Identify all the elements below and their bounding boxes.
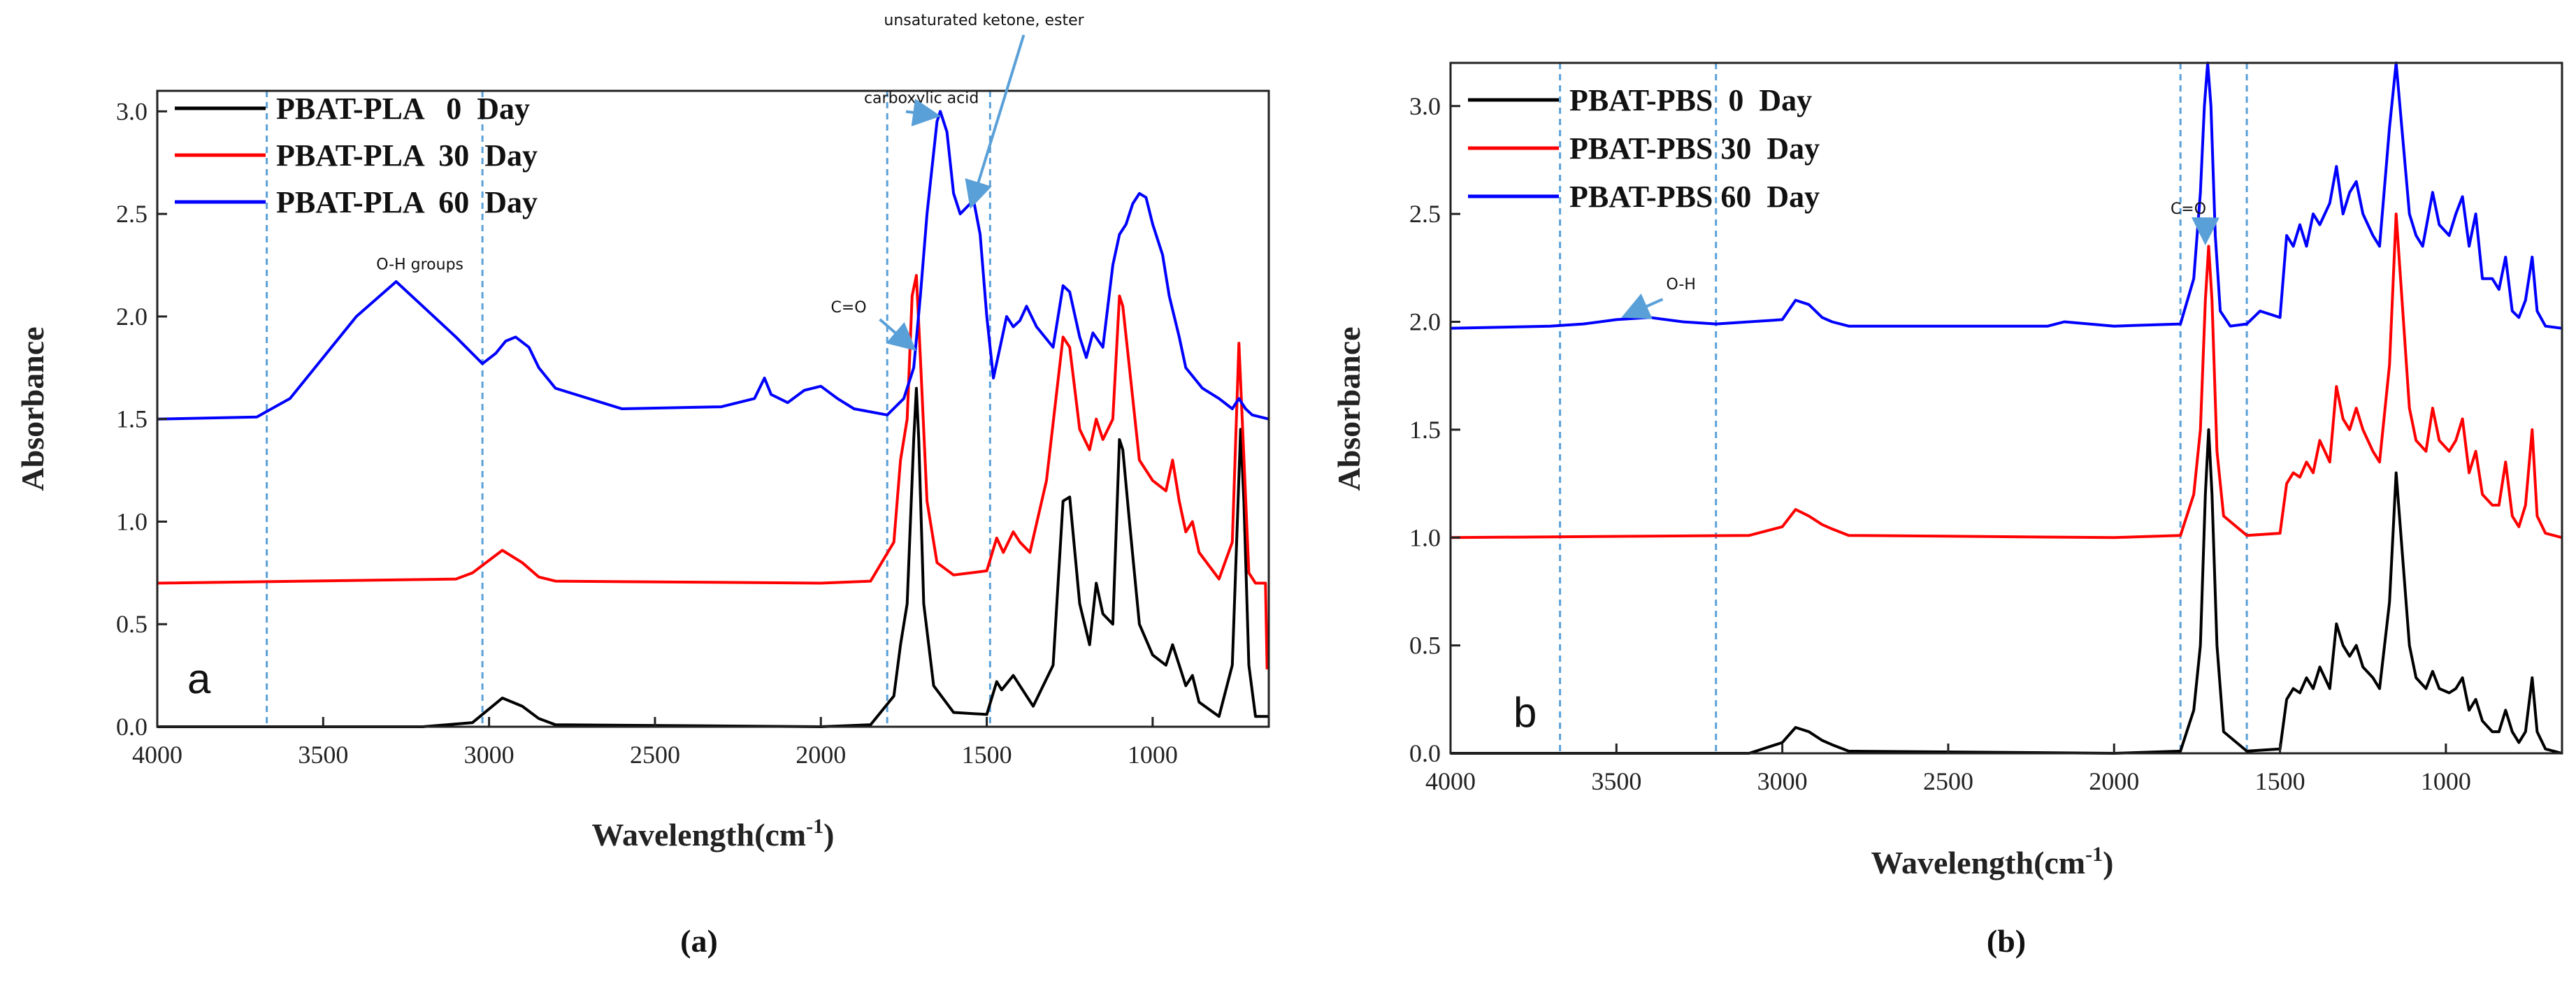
y-tick-label-a-0: 0.0 [116,713,147,741]
legend-a: PBAT-PLA 0 Day PBAT-PLA 30 Day PBAT-PLA … [175,92,538,219]
x-axis-ticks-a: 4000 3500 3000 2500 2000 1500 1000 [132,717,1178,769]
x-axis-title-b-close: ) [2103,845,2113,880]
x-tick-label-a-0: 4000 [132,741,182,769]
legend-label-a-2: PBAT-PLA 60 Day [276,185,538,219]
y-tick-label-b-2: 1.0 [1409,523,1441,551]
panel-letter-b: b [1513,689,1537,736]
x-tick-label-a-1: 3500 [298,741,348,769]
annotation-a-1: carboxylic acid [864,90,979,108]
x-axis-title-b: Wavelength(cm-1) [1871,843,2114,880]
x-tick-label-b-1: 3500 [1591,767,1641,795]
panel-letter-a: a [187,655,211,702]
annotations-a: O-H groups carboxylic acid unsaturated ket… [376,12,1085,351]
annotation-arrow-a-2 [965,34,1026,210]
legend-label-a-0: PBAT-PLA 0 Day [276,92,530,126]
caption-a: (a) [680,923,718,959]
y-axis-title-a: Absorbance [15,326,50,491]
series-line-a-1 [157,274,1269,669]
legend-label-b-2: PBAT-PBS 60 Day [1569,180,1820,214]
x-tick-label-b-0: 4000 [1425,767,1476,795]
x-axis-title-a-main: Wavelength(cm [592,817,807,853]
y-tick-label-b-0: 0.0 [1409,739,1441,767]
y-axis-ticks-a: 0.0 0.5 1.0 1.5 2.0 2.5 3.0 [116,97,167,741]
annotation-b-1: C=O [2171,201,2206,218]
y-tick-label-b-4: 2.0 [1409,308,1441,336]
x-tick-label-a-6: 1000 [1128,741,1178,769]
y-tick-label-a-1: 0.5 [116,610,147,638]
annotation-arrow-a-3 [879,318,916,351]
y-tick-label-b-1: 0.5 [1409,632,1441,660]
y-tick-label-a-2: 1.0 [116,507,147,535]
y-tick-label-a-4: 2.0 [116,303,147,331]
series-line-b-1 [1450,212,2563,539]
plot-frame-b [1449,61,2563,755]
x-axis-title-b-main: Wavelength(cm [1871,845,2086,880]
x-tick-label-b-5: 1500 [2255,767,2305,795]
legend-label-b-0: PBAT-PBS 0 Day [1569,83,1812,117]
annotation-a-3: C=O [830,299,866,317]
y-axis-ticks-b: 0.0 0.5 1.0 1.5 2.0 2.5 3.0 [1409,92,1460,767]
x-tick-label-a-3: 2500 [630,741,680,769]
reference-lines-b [1559,63,2248,753]
y-tick-label-a-5: 2.5 [116,200,147,228]
series-line-b-0 [1451,428,2563,755]
chart-panel-a: 4000 3500 3000 2500 2000 1500 1000 0.0 0.5 1.0 1.… [15,12,1270,959]
y-tick-label-b-3: 1.5 [1409,416,1441,444]
y-tick-label-a-3: 1.5 [116,405,147,433]
annotation-a-2: unsaturated ketone, ester [884,12,1084,29]
legend-label-b-1: PBAT-PBS 30 Day [1569,131,1820,166]
chart-panel-b: 4000 3500 3000 2500 2000 1500 1000 0.0 0.5 1.0 1.… [1331,61,2563,959]
y-tick-label-a-6: 3.0 [116,97,147,125]
annotations-b: O-H C=O [1621,201,2219,319]
x-tick-label-b-4: 2000 [2089,767,2139,795]
y-axis-title-b: Absorbance [1331,326,1367,491]
annotation-arrow-a-1 [905,99,941,126]
annotation-b-0: O-H [1667,276,1696,293]
annotation-arrow-b-0 [1621,293,1664,319]
series-group-b [1450,61,2563,755]
legend-label-a-1: PBAT-PLA 30 Day [276,138,538,173]
legend-b: PBAT-PBS 0 Day PBAT-PBS 30 Day PBAT-PBS … [1468,83,1820,214]
x-tick-label-b-6: 1000 [2421,767,2471,795]
x-tick-label-b-2: 3000 [1757,767,1808,795]
series-line-b-2 [1450,61,2563,330]
annotation-a-0: O-H groups [376,256,463,273]
caption-b: (b) [1987,923,2026,959]
x-axis-title-a-sup: -1 [806,815,823,838]
x-axis-title-a: Wavelength(cm-1) [592,815,835,853]
x-axis-title-a-close: ) [823,817,834,853]
plot-frame-a [156,89,1270,728]
x-tick-label-b-3: 2500 [1923,767,1973,795]
y-tick-label-b-6: 3.0 [1409,92,1441,120]
series-line-a-0 [157,386,1269,728]
y-tick-label-b-5: 2.5 [1409,200,1441,228]
x-axis-title-b-sup: -1 [2085,843,2103,866]
x-tick-label-a-4: 2000 [796,741,846,769]
x-tick-label-a-5: 1500 [962,741,1012,769]
x-tick-label-a-2: 3000 [464,741,515,769]
x-axis-ticks-b: 4000 3500 3000 2500 2000 1500 1000 [1425,744,2471,795]
